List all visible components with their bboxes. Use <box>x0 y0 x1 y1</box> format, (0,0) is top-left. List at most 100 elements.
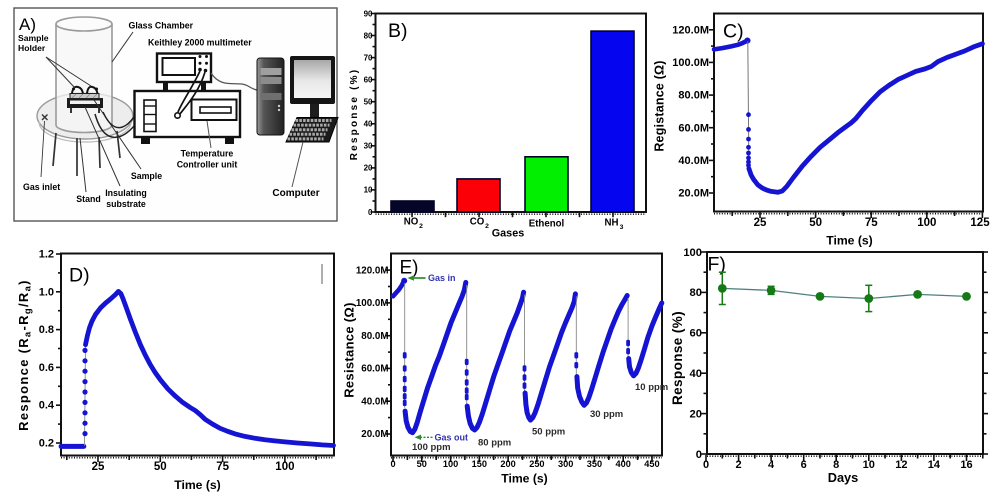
svg-text:Glass Chamber: Glass Chamber <box>129 21 194 31</box>
svg-text:Insulating: Insulating <box>105 188 147 198</box>
svg-text:90: 90 <box>364 9 373 18</box>
svg-text:200: 200 <box>500 459 515 469</box>
svg-text:14: 14 <box>928 459 941 471</box>
svg-text:Resistance (Ω): Resistance (Ω) <box>342 302 357 398</box>
svg-text:120.0M: 120.0M <box>672 24 709 36</box>
svg-text:50 ppm: 50 ppm <box>532 427 565 438</box>
svg-text:0.8: 0.8 <box>39 324 54 336</box>
svg-text:0.4: 0.4 <box>39 400 55 412</box>
svg-text:50: 50 <box>154 461 167 473</box>
svg-text:0: 0 <box>368 208 373 217</box>
svg-text:20: 20 <box>364 164 373 173</box>
svg-text:450: 450 <box>644 459 659 469</box>
svg-text:60: 60 <box>690 328 702 340</box>
svg-text:F): F) <box>708 254 726 276</box>
svg-text:Response (%): Response (%) <box>349 68 360 161</box>
svg-text:2: 2 <box>485 223 489 230</box>
svg-text:0: 0 <box>703 459 709 471</box>
svg-text:40: 40 <box>364 120 373 129</box>
svg-text:Registance (Ω): Registance (Ω) <box>653 60 667 151</box>
svg-text:400: 400 <box>616 459 631 469</box>
svg-text:Time (s): Time (s) <box>174 478 221 492</box>
svg-text:NO: NO <box>404 217 419 228</box>
svg-text:12: 12 <box>895 459 907 471</box>
svg-text:100: 100 <box>917 217 936 229</box>
svg-text:Ethenol: Ethenol <box>529 219 565 230</box>
svg-text:NH: NH <box>605 218 619 229</box>
svg-text:Gases: Gases <box>492 228 524 240</box>
svg-text:2: 2 <box>419 223 423 230</box>
svg-text:Temperature: Temperature <box>181 149 234 159</box>
svg-text:0: 0 <box>696 449 702 461</box>
svg-text:50: 50 <box>364 98 373 107</box>
svg-text:substrate: substrate <box>106 199 146 209</box>
svg-text:100: 100 <box>443 459 458 469</box>
svg-text:250: 250 <box>529 459 544 469</box>
svg-text:1.2: 1.2 <box>39 249 54 261</box>
svg-text:20.0M: 20.0M <box>678 188 709 200</box>
svg-text:Keithley 2000 multimeter: Keithley 2000 multimeter <box>148 38 252 48</box>
svg-text:80 ppm: 80 ppm <box>478 438 511 449</box>
svg-text:25: 25 <box>754 217 767 229</box>
svg-text:80: 80 <box>690 287 702 299</box>
svg-text:Sample: Sample <box>18 33 49 43</box>
svg-text:Controller unit: Controller unit <box>177 160 238 170</box>
svg-text:100: 100 <box>275 461 294 473</box>
svg-text:Gas out: Gas out <box>435 433 469 443</box>
svg-text:0: 0 <box>390 459 395 469</box>
svg-text:6: 6 <box>801 459 807 471</box>
svg-text:Gas in: Gas in <box>428 273 456 283</box>
svg-text:2: 2 <box>735 459 741 471</box>
svg-text:0.2: 0.2 <box>39 438 54 450</box>
svg-text:40.0M: 40.0M <box>361 396 388 407</box>
svg-text:150: 150 <box>472 459 487 469</box>
svg-text:D): D) <box>69 265 90 287</box>
svg-text:C): C) <box>723 21 744 43</box>
svg-text:Time (s): Time (s) <box>826 234 873 248</box>
svg-text:75: 75 <box>865 217 878 229</box>
svg-text:Stand: Stand <box>76 194 100 204</box>
svg-text:100 ppm: 100 ppm <box>412 442 451 453</box>
svg-text:75: 75 <box>216 461 229 473</box>
svg-text:70: 70 <box>364 53 373 62</box>
svg-text:Computer: Computer <box>272 188 319 199</box>
svg-text:Days: Days <box>828 470 859 485</box>
svg-text:20: 20 <box>690 408 702 420</box>
svg-text:8: 8 <box>833 459 839 471</box>
svg-text:30: 30 <box>364 142 373 151</box>
svg-text:10: 10 <box>364 186 373 195</box>
svg-text:Response (%): Response (%) <box>670 311 685 405</box>
svg-text:40: 40 <box>690 368 702 380</box>
svg-text:50: 50 <box>417 459 427 469</box>
svg-text:CO: CO <box>470 217 485 228</box>
svg-text:50: 50 <box>809 217 822 229</box>
svg-text:20.0M: 20.0M <box>361 429 388 440</box>
svg-text:E): E) <box>400 258 419 279</box>
svg-text:25: 25 <box>92 461 105 473</box>
svg-text:100.0M: 100.0M <box>356 298 389 309</box>
svg-text:100: 100 <box>683 247 702 259</box>
svg-text:100.0M: 100.0M <box>672 57 709 69</box>
svg-text:3: 3 <box>620 224 624 231</box>
svg-text:0.6: 0.6 <box>39 362 54 374</box>
svg-text:125: 125 <box>970 217 990 229</box>
svg-text:Holder: Holder <box>18 43 46 53</box>
svg-text:80.0M: 80.0M <box>678 90 709 102</box>
svg-text:16: 16 <box>960 459 972 471</box>
svg-text:10 ppm: 10 ppm <box>635 382 668 393</box>
svg-text:60.0M: 60.0M <box>678 122 709 134</box>
svg-text:300: 300 <box>558 459 573 469</box>
svg-text:40.0M: 40.0M <box>678 155 709 167</box>
svg-text:80.0M: 80.0M <box>361 331 388 342</box>
svg-text:120.0M: 120.0M <box>356 265 389 276</box>
svg-text:60.0M: 60.0M <box>361 364 388 375</box>
svg-text:Sample: Sample <box>131 171 162 181</box>
svg-text:80: 80 <box>364 31 373 40</box>
svg-text:Responce (Ra-Rg/Ra): Responce (Ra-Rg/Ra) <box>16 279 34 431</box>
svg-text:1.0: 1.0 <box>39 286 54 298</box>
svg-text:Time (s): Time (s) <box>501 472 548 486</box>
svg-text:A): A) <box>19 15 36 34</box>
svg-text:Gas inlet: Gas inlet <box>23 182 60 192</box>
svg-text:60: 60 <box>364 75 373 84</box>
svg-text:4: 4 <box>768 459 775 471</box>
